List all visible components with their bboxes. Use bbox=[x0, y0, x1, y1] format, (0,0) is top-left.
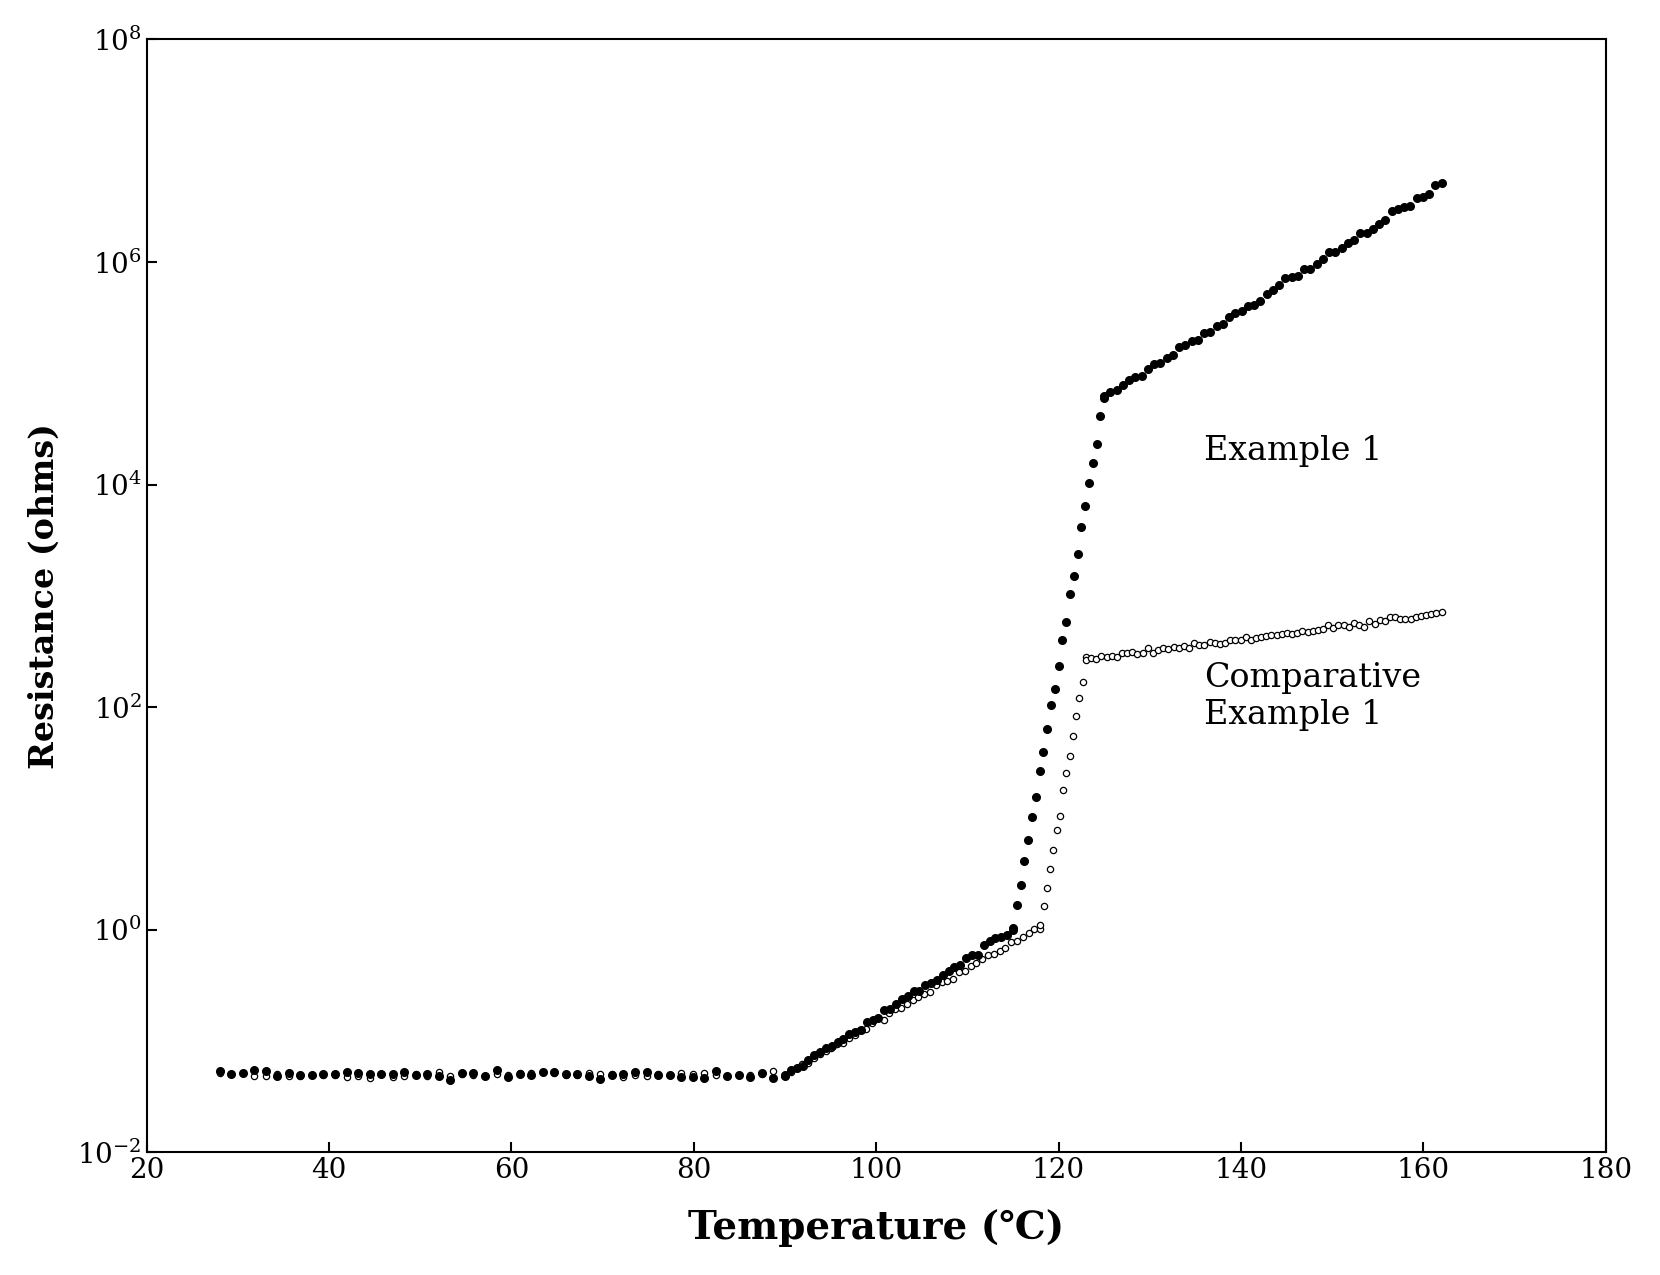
X-axis label: Temperature (℃): Temperature (℃) bbox=[687, 1209, 1064, 1247]
Y-axis label: Resistance (ohms): Resistance (ohms) bbox=[28, 423, 61, 769]
Text: Comparative
Example 1: Comparative Example 1 bbox=[1205, 662, 1421, 731]
Text: Example 1: Example 1 bbox=[1205, 435, 1383, 467]
